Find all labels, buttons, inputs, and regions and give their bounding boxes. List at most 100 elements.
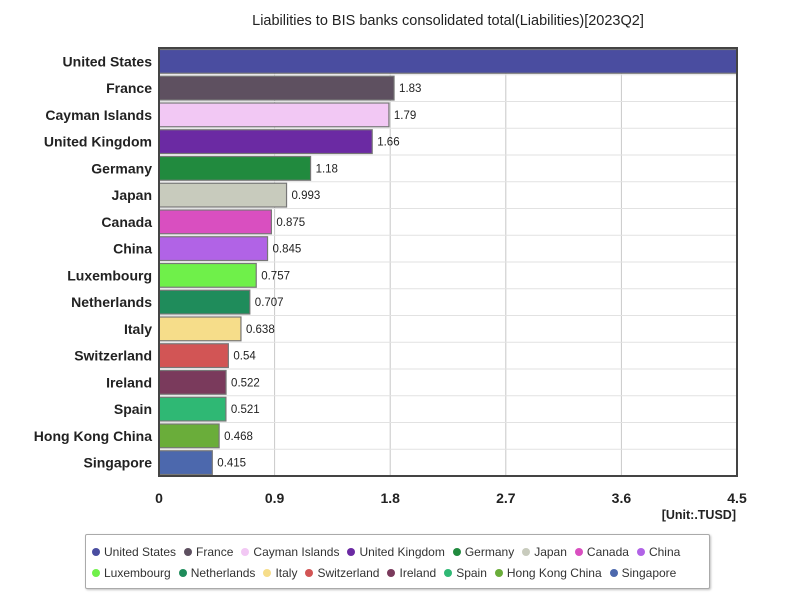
legend-label: Netherlands [190,565,256,580]
bar [158,343,229,369]
legend-item[interactable]: Luxembourg [92,562,171,583]
legend-label: Canada [586,544,629,559]
x-tick-label: 4.5 [727,490,747,506]
y-tick-label: United Kingdom [44,134,152,150]
data-label: 0.468 [224,431,253,443]
y-tick-label: Switzerland [74,348,152,364]
legend-label: Luxembourg [104,565,171,580]
legend-swatch [241,547,250,556]
bar [158,236,269,262]
legend-label: China [648,544,681,559]
legend-label: Japan [534,544,567,559]
legend-item[interactable]: France [184,541,233,562]
data-label: 0.757 [261,270,290,282]
y-tick-label: Hong Kong China [34,428,152,444]
data-label: 0.707 [255,297,284,309]
y-tick-label: Italy [124,321,152,337]
x-tick-label: 3.6 [612,490,632,506]
legend-item[interactable]: Cayman Islands [241,541,339,562]
x-tick-label: 0.9 [265,490,285,506]
legend-label: Germany [464,544,515,559]
legend-swatch [387,568,396,577]
legend-swatch [184,547,193,556]
y-tick-label: Cayman Islands [45,107,152,123]
x-tick-label: 0 [155,490,163,506]
data-label: 0.845 [273,244,302,256]
legend-item[interactable]: Japan [522,541,567,562]
bar [158,316,242,342]
y-tick-label: Spain [114,401,152,417]
data-label: 1.79 [394,110,416,122]
data-label: 1.66 [377,137,399,149]
x-tick-label: 1.8 [380,490,400,506]
bar [158,102,390,128]
data-label: 1.18 [316,163,338,175]
legend-swatch [92,547,100,556]
legend-item[interactable]: Spain [444,562,487,583]
y-tick-label: Canada [101,214,152,230]
legend-label: Italy [275,565,298,580]
legend-swatch [305,568,314,577]
y-tick-label: China [113,241,152,257]
bar [158,369,227,395]
data-label: 0.875 [276,217,305,229]
bar [158,48,738,74]
data-label: 0.415 [217,458,246,470]
legend-label: Spain [456,565,487,580]
legend-swatch [452,547,461,556]
legend-item[interactable]: Switzerland [305,562,379,583]
data-label: 1.83 [399,83,421,95]
y-tick-label: Netherlands [71,294,152,310]
legend-item[interactable]: Ireland [387,562,436,583]
data-label: 0.54 [233,351,256,363]
bar [158,182,288,208]
y-tick-label: United States [63,53,153,69]
legend-item[interactable]: United Kingdom [347,541,445,562]
legend-label: Hong Kong China [506,565,602,580]
bar [158,75,395,101]
legend-label: Singapore [621,565,677,580]
unit-label: [Unit:.TUSD] [661,508,736,522]
legend-item[interactable]: Germany [452,541,515,562]
legend-item[interactable]: China [636,541,681,562]
bar [158,129,373,155]
x-tick-label: 2.7 [496,490,516,506]
bar [158,209,272,235]
bar [158,289,251,315]
legend-swatch [494,568,503,577]
bar [158,155,312,181]
legend-label: Cayman Islands [253,544,340,559]
legend-item[interactable]: Italy [263,562,297,583]
legend-label: Ireland [399,565,437,580]
bar [158,423,220,449]
data-label: 0.638 [246,324,275,336]
y-tick-label: Luxembourg [67,267,152,283]
legend-label: United States [104,544,177,559]
legend-item[interactable]: Singapore [609,562,677,583]
data-label: 0.993 [292,190,321,202]
legend-item[interactable]: Hong Kong China [494,562,602,583]
legend-item[interactable]: Canada [574,541,629,562]
y-tick-label: Singapore [84,455,153,471]
plot-frame [158,47,738,477]
legend-swatch [444,568,453,577]
legend: United States France Cayman Islands United … [85,534,710,589]
data-label: 0.522 [231,377,260,389]
bar [158,450,213,476]
legend-label: France [196,544,234,559]
legend-item[interactable]: Netherlands [178,562,256,583]
legend-label: United Kingdom [359,544,445,559]
legend-swatch [636,547,645,556]
legend-swatch [263,568,272,577]
legend-swatch [347,547,356,556]
legend-item[interactable]: United States [92,541,176,562]
data-label: 0.521 [231,404,260,416]
y-tick-label: Germany [91,160,152,176]
y-tick-label: Ireland [106,374,152,390]
bar [158,396,227,422]
legend-swatch [522,547,531,556]
legend-swatch [178,568,187,577]
bar [158,262,257,288]
legend-swatch [92,568,100,577]
